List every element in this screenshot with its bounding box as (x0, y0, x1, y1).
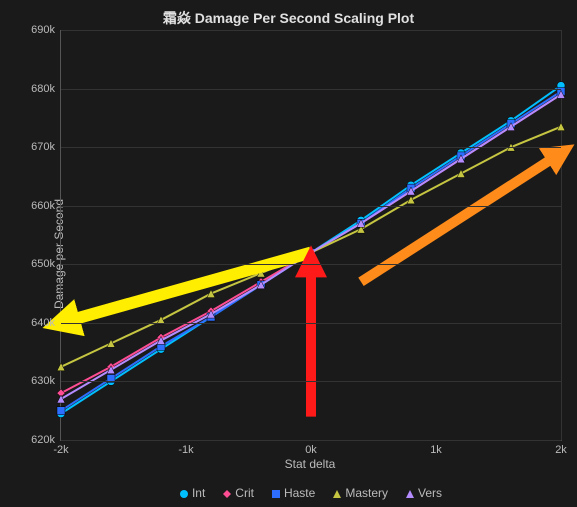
series-marker (207, 290, 215, 298)
gridline (61, 264, 561, 265)
legend-item-mastery[interactable]: Mastery (331, 486, 388, 500)
series-marker (57, 363, 65, 371)
chart-title: 霜焱 Damage Per Second Scaling Plot (0, 0, 577, 28)
y-tick-label: 630k (31, 375, 61, 387)
y-tick-label: 660k (31, 200, 61, 212)
legend: Int Crit Haste Mastery Vers (60, 486, 560, 501)
legend-item-haste[interactable]: Haste (270, 486, 315, 500)
gridline (61, 89, 561, 90)
y-tick-label: 650k (31, 258, 61, 270)
legend-label: Mastery (345, 486, 388, 500)
series-marker (57, 395, 65, 403)
gridline (61, 323, 561, 324)
chart-svg (61, 30, 561, 440)
series-marker (407, 196, 415, 204)
gridline (61, 30, 561, 31)
series-marker (107, 339, 115, 347)
legend-item-crit[interactable]: Crit (221, 486, 254, 500)
y-tick-label: 690k (31, 24, 61, 36)
y-tick-label: 640k (31, 317, 61, 329)
y-tick-label: 670k (31, 141, 61, 153)
legend-item-vers[interactable]: Vers (404, 486, 442, 500)
legend-label: Haste (284, 486, 315, 500)
y-tick-label: 680k (31, 83, 61, 95)
gridline (61, 147, 561, 148)
series-marker (57, 407, 65, 415)
x-tick-label: -1k (178, 440, 193, 456)
x-tick-label: 0k (305, 440, 317, 456)
legend-label: Vers (418, 486, 442, 500)
x-tick-label: 1k (430, 440, 442, 456)
annotation-arrow (61, 253, 311, 323)
gridline (61, 381, 561, 382)
gridline (61, 206, 561, 207)
series-marker (457, 170, 465, 178)
x-axis-label: Stat delta (60, 457, 560, 471)
x-tick-label: -2k (53, 440, 68, 456)
legend-label: Crit (235, 486, 254, 500)
x-tick-label: 2k (555, 440, 567, 456)
scaling-chart: 霜焱 Damage Per Second Scaling Plot Damage… (0, 0, 577, 507)
legend-item-int[interactable]: Int (178, 486, 205, 500)
series-marker (557, 123, 565, 131)
plot-area: 620k630k640k650k660k670k680k690k-2k-1k0k… (60, 30, 562, 441)
legend-label: Int (192, 486, 205, 500)
